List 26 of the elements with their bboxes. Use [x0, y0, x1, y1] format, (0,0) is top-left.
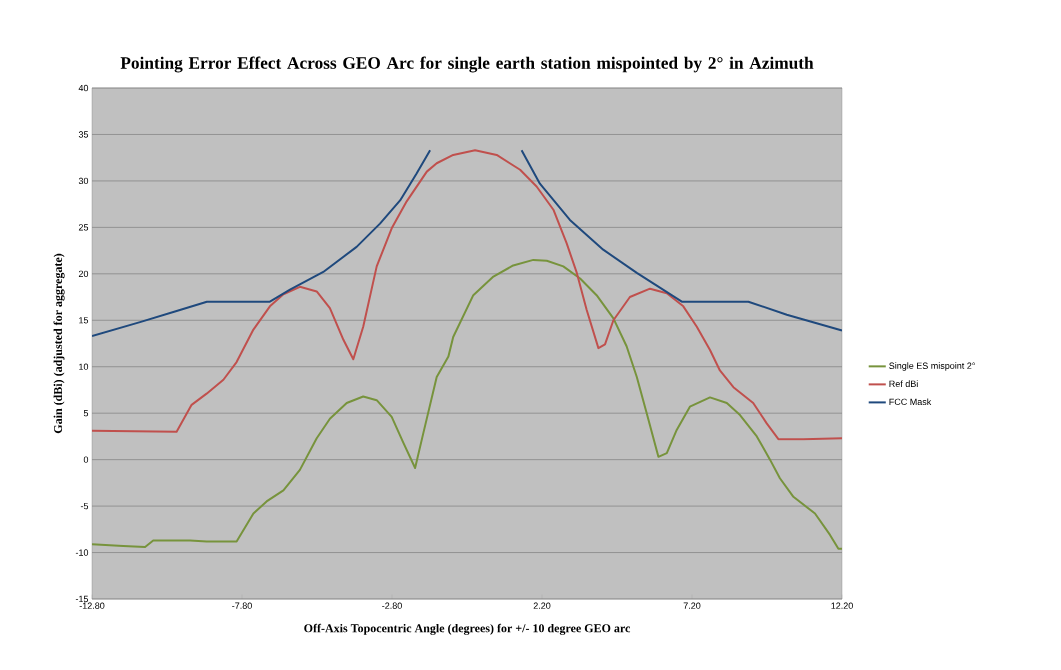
y-tick-label: 35 [78, 131, 89, 138]
y-tick-label: 15 [79, 317, 89, 324]
y-axis-title: Gain (dBi) (adjusted for aggregate) [53, 253, 65, 434]
y-tick-label: 0 [83, 456, 89, 463]
x-tick-label: -2.80 [382, 602, 402, 609]
x-tick-label: 12.20 [831, 602, 853, 609]
chart-title: Pointing Error Effect Across GEO Arc for single earth station mispointed by 2° in Azimuth [120, 56, 814, 73]
y-tick-label: -5 [80, 502, 89, 510]
y-tick-label: 30 [78, 177, 89, 185]
line-series [92, 258, 843, 550]
y-tick-label: 5 [83, 410, 89, 417]
line-series [92, 149, 843, 441]
y-tick-label: 20 [78, 270, 89, 278]
x-axis-title: Off-Axis Topocentric Angle (degrees) for +/- 10 degree GEO arc [304, 623, 631, 635]
legend-label: Single ES mispoint 2° [889, 362, 975, 371]
legend-label: FCC Mask [889, 398, 932, 406]
x-tick-label: 7.20 [683, 602, 701, 609]
y-tick-label: -10 [75, 549, 89, 556]
y-tick-label: 25 [78, 224, 89, 231]
x-tick-label: 2.20 [533, 602, 551, 609]
x-tick-label: -12.80 [79, 602, 105, 609]
y-tick-label: 10 [79, 363, 89, 370]
y-tick-label: 40 [78, 84, 89, 92]
x-tick-label: -7.80 [232, 602, 252, 609]
y-tick-label: -15 [75, 595, 89, 603]
legend-label: Ref dBi [889, 380, 918, 387]
